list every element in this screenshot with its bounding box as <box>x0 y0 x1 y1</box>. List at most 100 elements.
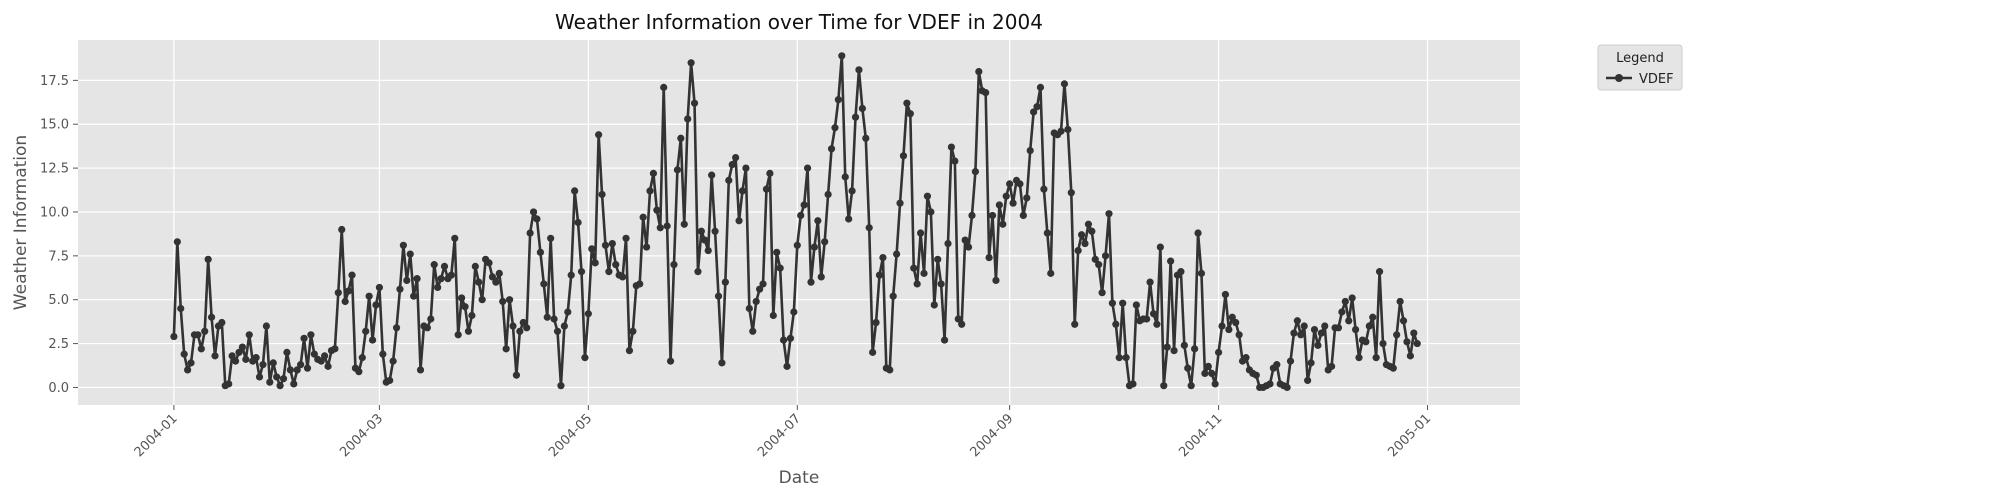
data-point <box>416 366 425 374</box>
data-point <box>413 275 421 283</box>
data-point <box>622 234 630 242</box>
data-point <box>680 220 688 228</box>
data-point <box>649 169 658 177</box>
data-point <box>331 345 339 353</box>
data-point <box>430 261 438 269</box>
data-point <box>1187 382 1195 390</box>
data-point <box>821 238 829 246</box>
data-point <box>1030 108 1038 116</box>
data-point <box>629 327 637 335</box>
data-point <box>899 152 908 160</box>
data-point <box>910 264 918 272</box>
data-point <box>1006 180 1014 188</box>
y-tick-label: 5.0 <box>48 293 69 308</box>
data-point <box>437 275 445 283</box>
data-point <box>1153 320 1161 328</box>
data-point <box>1163 343 1171 351</box>
data-point <box>612 261 620 269</box>
data-point <box>348 271 356 279</box>
data-point <box>1211 380 1219 388</box>
data-point <box>536 248 545 256</box>
data-point <box>1060 80 1069 88</box>
data-point <box>999 220 1007 228</box>
legend-title: Legend <box>1616 51 1664 66</box>
data-point <box>1389 364 1397 372</box>
data-point <box>372 301 380 309</box>
data-point <box>1074 246 1082 255</box>
data-point <box>756 285 764 293</box>
data-point <box>334 289 342 297</box>
data-point <box>913 280 921 288</box>
data-point <box>297 361 305 369</box>
data-point <box>595 131 603 139</box>
data-point <box>927 208 935 216</box>
series-line-vdef <box>172 54 1419 389</box>
data-point <box>557 382 565 390</box>
data-point <box>512 371 521 379</box>
data-point <box>848 187 856 195</box>
data-point <box>742 164 750 172</box>
data-point <box>786 334 795 342</box>
data-point <box>1341 297 1349 306</box>
data-point <box>1225 325 1233 334</box>
data-point <box>365 292 373 300</box>
data-point <box>406 250 414 258</box>
data-point <box>451 234 459 242</box>
data-point <box>992 276 1000 285</box>
data-point <box>601 241 610 249</box>
data-point <box>392 324 401 332</box>
data-point <box>180 350 188 358</box>
y-tick-label: 2.5 <box>48 337 69 352</box>
data-point <box>971 168 980 176</box>
data-point <box>701 236 709 244</box>
data-point <box>1399 317 1408 325</box>
data-point <box>1177 268 1185 276</box>
data-point <box>204 255 212 263</box>
data-point <box>355 368 363 376</box>
data-point <box>485 259 493 267</box>
data-point <box>1167 257 1175 265</box>
data-point <box>1348 294 1356 302</box>
data-point <box>1064 125 1072 134</box>
data-point <box>636 280 644 288</box>
data-point <box>238 343 247 351</box>
data-point <box>187 359 195 367</box>
data-point <box>858 104 866 113</box>
data-point <box>1170 347 1178 355</box>
legend: Legend VDEF <box>1597 44 1683 91</box>
data-point <box>235 348 243 356</box>
data-point <box>434 283 442 292</box>
data-point <box>509 322 517 330</box>
data-point <box>1043 229 1051 237</box>
data-point <box>1338 308 1346 316</box>
data-point <box>1372 354 1380 362</box>
data-point <box>170 332 178 341</box>
data-point <box>1307 359 1315 367</box>
data-point <box>262 322 270 330</box>
data-point <box>1191 345 1199 353</box>
data-point <box>745 304 753 313</box>
data-point <box>211 352 219 360</box>
data-point <box>458 294 466 302</box>
data-point <box>553 327 562 335</box>
data-point <box>499 297 507 306</box>
data-point <box>1026 146 1034 155</box>
data-point <box>1232 318 1240 327</box>
data-point <box>800 201 808 209</box>
data-point <box>937 280 945 288</box>
data-point <box>321 352 329 360</box>
data-point <box>827 145 836 153</box>
data-point <box>1266 380 1274 388</box>
data-point <box>893 250 901 258</box>
data-point <box>423 324 431 332</box>
data-point <box>642 243 651 251</box>
data-point <box>1149 310 1158 318</box>
data-point <box>773 248 781 256</box>
data-point <box>769 311 777 320</box>
data-point <box>242 355 250 363</box>
data-point <box>718 359 726 367</box>
data-point <box>797 211 805 220</box>
data-point <box>872 318 880 327</box>
data-point <box>1334 324 1343 332</box>
